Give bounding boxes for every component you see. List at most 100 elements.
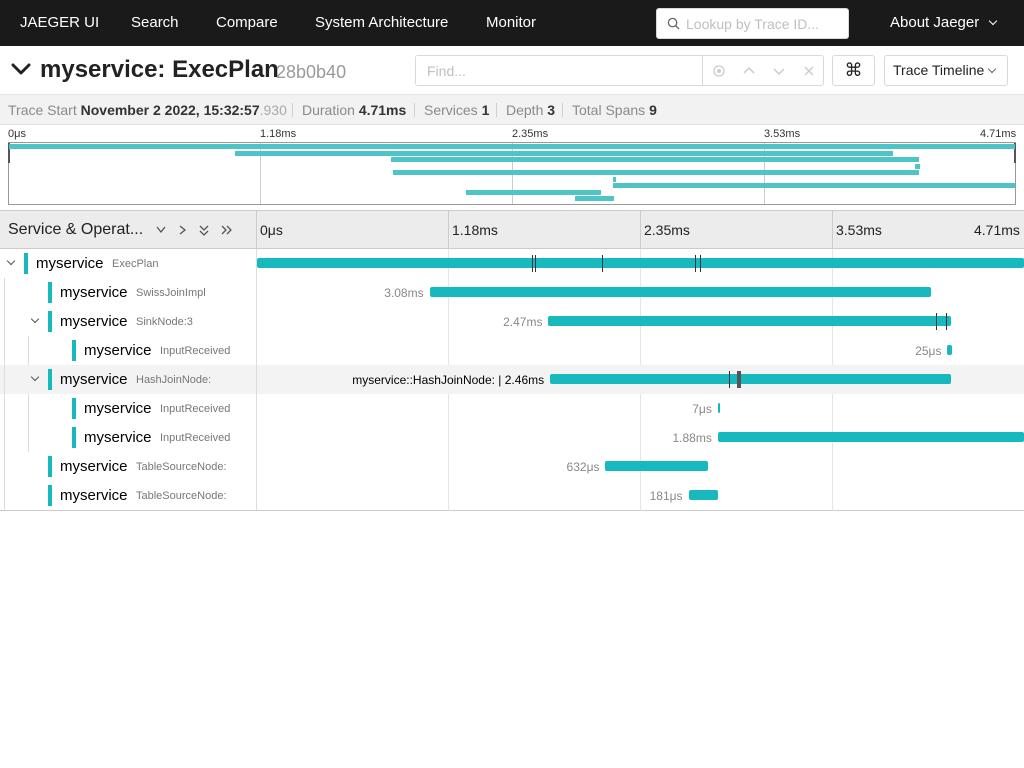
- timeline-gridline: [640, 211, 641, 249]
- toggle-chevron-icon[interactable]: [29, 372, 43, 386]
- span-name-cell[interactable]: myservice InputReceived: [0, 336, 257, 365]
- log-marker[interactable]: [729, 371, 731, 388]
- span-service-name: myservice: [60, 458, 128, 475]
- service-color-bar: [72, 340, 76, 361]
- span-row[interactable]: myservice InputReceived 25μs: [0, 336, 1024, 365]
- tree-guide: [4, 481, 5, 510]
- span-name-cell[interactable]: myservice TableSourceNode:: [0, 481, 257, 510]
- minimap-span-bar: [393, 170, 919, 175]
- log-marker[interactable]: [695, 255, 697, 272]
- span-service-name: myservice: [60, 284, 128, 301]
- duration-label: Duration: [302, 102, 355, 118]
- nav-system-architecture[interactable]: System Architecture: [315, 14, 449, 31]
- log-marker[interactable]: [699, 255, 701, 272]
- span-name-cell[interactable]: myservice ExecPlan: [0, 249, 257, 278]
- span-row[interactable]: myservice InputReceived 7μs: [0, 394, 1024, 423]
- span-row[interactable]: myservice TableSourceNode: 632μs: [0, 452, 1024, 481]
- locate-icon[interactable]: [704, 56, 734, 85]
- log-marker[interactable]: [737, 371, 742, 388]
- span-row[interactable]: myservice HashJoinNode: myservice::HashJoi…: [0, 365, 1024, 394]
- minimap-span-bar: [914, 163, 920, 169]
- minimap-span-bar: [9, 144, 1015, 149]
- span-bar[interactable]: [717, 403, 720, 413]
- collapse-chevron-icon[interactable]: [11, 59, 31, 79]
- divider: [496, 103, 497, 117]
- trace-start-value: November 2 2022, 15:32:57: [80, 102, 260, 118]
- span-bar[interactable]: [947, 345, 952, 355]
- span-service-name: myservice: [84, 429, 152, 446]
- log-marker[interactable]: [936, 313, 938, 330]
- span-row[interactable]: myservice InputReceived 1.88ms: [0, 423, 1024, 452]
- collapse-all-icon[interactable]: [198, 224, 210, 237]
- span-row[interactable]: myservice SwissJoinImpl 3.08ms: [0, 278, 1024, 307]
- span-duration-label: 1.88ms: [672, 431, 712, 445]
- span-bar[interactable]: [429, 287, 932, 297]
- span-operation-name: SinkNode:3: [136, 316, 193, 328]
- next-match-icon[interactable]: [764, 56, 794, 85]
- minimap-canvas[interactable]: [8, 142, 1016, 205]
- span-bar[interactable]: [717, 432, 1024, 442]
- trace-start-label: Trace Start: [8, 102, 77, 118]
- trace-minimap[interactable]: 0μs 1.18ms 2.35ms 3.53ms 4.71ms: [0, 125, 1024, 211]
- span-name-cell[interactable]: myservice InputReceived: [0, 394, 257, 423]
- toggle-chevron-icon[interactable]: [5, 256, 19, 270]
- column-resizer[interactable]: [256, 211, 257, 249]
- span-name-cell[interactable]: myservice InputReceived: [0, 423, 257, 452]
- trace-id-input[interactable]: [686, 13, 844, 35]
- span-bar[interactable]: [550, 374, 951, 384]
- span-name-cell[interactable]: myservice SinkNode:3: [0, 307, 257, 336]
- log-marker[interactable]: [535, 255, 537, 272]
- span-operation-name: InputReceived: [160, 403, 231, 415]
- span-service-name: myservice: [60, 313, 128, 330]
- log-marker[interactable]: [945, 313, 947, 330]
- expand-one-icon[interactable]: [177, 224, 187, 236]
- tree-guide: [4, 394, 5, 423]
- span-bar[interactable]: [605, 461, 709, 471]
- log-marker[interactable]: [532, 255, 534, 272]
- span-duration-label: 7μs: [692, 402, 712, 416]
- tree-guide: [4, 336, 5, 365]
- find-input[interactable]: [416, 56, 703, 85]
- span-row[interactable]: myservice SinkNode:3 2.47ms: [0, 307, 1024, 336]
- tree-guide: [28, 336, 29, 365]
- collapse-one-icon[interactable]: [155, 225, 167, 235]
- span-name-cell[interactable]: myservice HashJoinNode:: [0, 365, 257, 394]
- about-jaeger-menu[interactable]: About Jaeger: [890, 0, 998, 46]
- divider: [414, 103, 415, 117]
- minimap-left-handle[interactable]: [8, 143, 10, 163]
- span-bar[interactable]: [548, 316, 951, 326]
- span-bar[interactable]: [688, 490, 718, 500]
- timeline-header: Service & Operat... 0μs 1.18ms 2.35ms 3.…: [0, 211, 1024, 249]
- span-row[interactable]: myservice TableSourceNode: 181μs: [0, 481, 1024, 510]
- span-duration-label: 181μs: [649, 489, 683, 503]
- total-spans: Total Spans 9: [572, 95, 657, 125]
- expand-all-icon[interactable]: [220, 224, 233, 236]
- service-color-bar: [48, 369, 52, 390]
- toggle-chevron-icon[interactable]: [29, 314, 43, 328]
- span-operation-name: TableSourceNode:: [136, 490, 227, 502]
- clear-search-icon[interactable]: [794, 56, 824, 85]
- span-duration-label: 25μs: [915, 344, 942, 358]
- keyboard-shortcuts-button[interactable]: ⌘: [832, 55, 875, 86]
- view-select[interactable]: Trace Timeline: [884, 55, 1008, 86]
- span-bar[interactable]: [257, 258, 1024, 268]
- nav-search[interactable]: Search: [131, 14, 179, 31]
- span-name-cell[interactable]: myservice TableSourceNode:: [0, 452, 257, 481]
- top-nav: JAEGER UI Search Compare System Architec…: [0, 0, 1024, 46]
- duration-value: 4.71ms: [358, 102, 407, 118]
- nav-monitor[interactable]: Monitor: [486, 14, 537, 31]
- log-marker[interactable]: [602, 255, 604, 272]
- nav-compare[interactable]: Compare: [216, 14, 278, 31]
- span-name-cell[interactable]: myservice SwissJoinImpl: [0, 278, 257, 307]
- service-color-bar: [48, 485, 52, 506]
- minimap-right-handle[interactable]: [1014, 143, 1016, 163]
- trace-id-lookup[interactable]: [656, 8, 849, 39]
- span-service-name: myservice: [60, 487, 128, 504]
- previous-match-icon[interactable]: [734, 56, 764, 85]
- service-color-bar: [72, 427, 76, 448]
- span-service-name: myservice: [84, 342, 152, 359]
- trace-start: Trace Start November 2 2022, 15:32:57.93…: [8, 95, 287, 125]
- span-row[interactable]: myservice ExecPlan: [0, 249, 1024, 278]
- minimap-span-bar: [575, 196, 614, 201]
- brand-link[interactable]: JAEGER UI: [20, 14, 100, 31]
